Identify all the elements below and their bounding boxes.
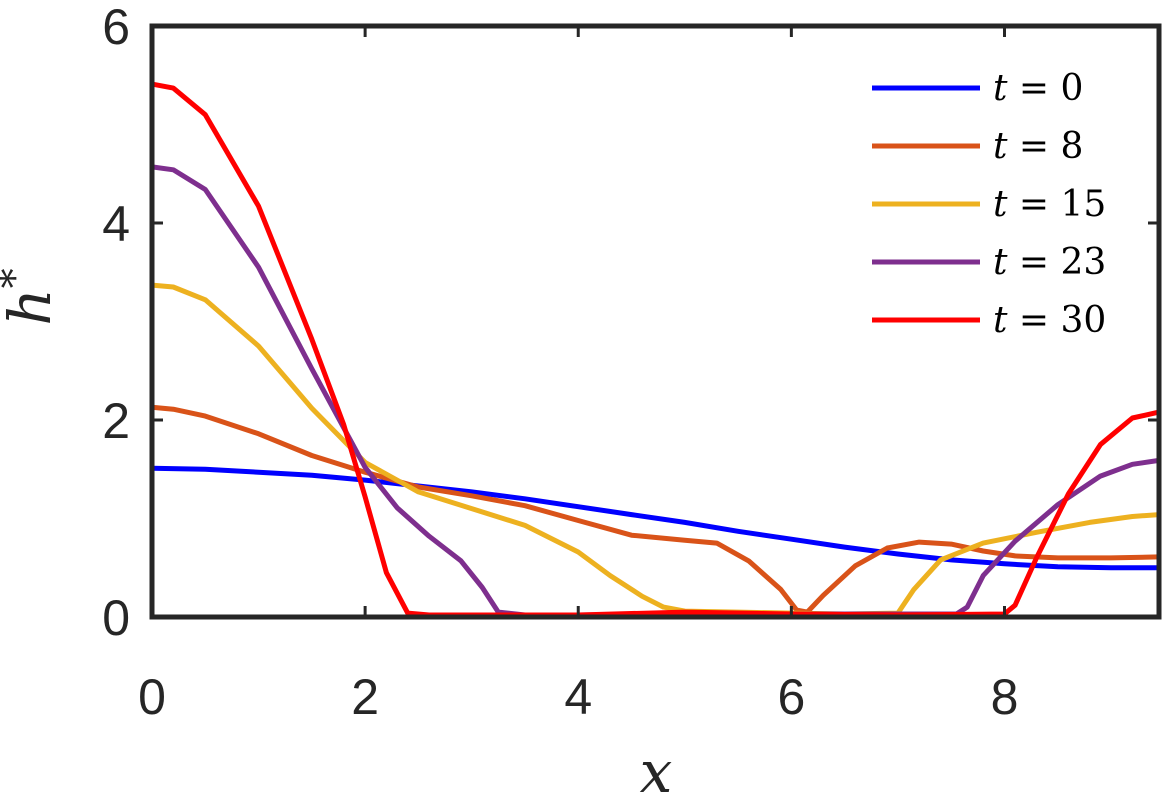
- legend-label-4: t = 30: [993, 300, 1106, 341]
- legend-label-0: t = 0: [993, 68, 1083, 109]
- legend: t = 0 t = 8 t = 15 t = 23 t = 30: [872, 68, 1106, 341]
- legend-label-1: t = 8: [993, 126, 1083, 167]
- x-axis-label: x: [640, 738, 673, 801]
- x-tick-label-0: 0: [138, 669, 166, 725]
- axes-layer: [149, 23, 1162, 620]
- x-tick-label-1: 2: [351, 669, 379, 725]
- ticks-layer: 0 2 4 6 8 0 2 4 6: [102, 0, 1159, 725]
- x-tick-label-2: 4: [564, 669, 592, 725]
- y-tick-label-1: 2: [102, 393, 130, 449]
- series-line-2: [149, 282, 1162, 617]
- y-axis-label: h*: [0, 268, 64, 325]
- legend-label-3: t = 23: [993, 242, 1106, 283]
- axes-box: [149, 23, 1162, 620]
- x-tick-label-3: 6: [777, 669, 805, 725]
- legend-label-2: t = 15: [993, 184, 1106, 225]
- y-tick-label-3: 6: [102, 0, 130, 55]
- x-tick-label-4: 8: [991, 669, 1019, 725]
- y-tick-label-2: 4: [102, 196, 130, 252]
- y-tick-label-0: 0: [102, 590, 130, 646]
